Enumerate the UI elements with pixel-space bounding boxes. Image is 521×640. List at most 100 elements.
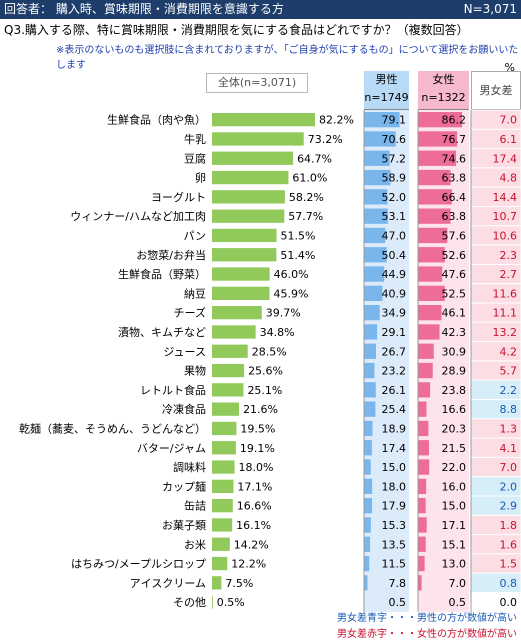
category-label: 調味料 <box>173 460 206 474</box>
male-value-label: 34.9 <box>382 307 407 320</box>
male-value-label: 57.2 <box>382 152 407 165</box>
male-bar <box>364 517 371 532</box>
total-bar <box>212 383 243 396</box>
category-label: 卵 <box>195 172 206 185</box>
male-value-label: 53.1 <box>382 210 407 223</box>
male-value-label: 23.2 <box>382 365 407 378</box>
female-bar <box>418 305 442 320</box>
male-value-label: 11.5 <box>382 558 407 571</box>
total-value-label: 64.7% <box>297 152 332 165</box>
diff-value-label: 11.6 <box>493 287 518 300</box>
female-value-label: 16.0 <box>442 480 467 493</box>
male-bar <box>364 556 369 571</box>
category-label: 漬物、キムチなど <box>118 325 206 339</box>
male-column-bg <box>364 110 409 612</box>
female-bar <box>418 479 426 494</box>
diff-value-label: 4.8 <box>500 172 518 185</box>
category-label: 生鮮食品（野菜） <box>118 267 206 281</box>
category-label: はちみつ/メープルシロップ <box>71 558 206 571</box>
diff-value-label: 17.4 <box>493 152 518 165</box>
total-value-label: 58.2% <box>289 191 324 204</box>
male-value-label: 50.4 <box>382 249 407 262</box>
category-label: 冷凍食品 <box>162 402 206 416</box>
category-label: 牛乳 <box>184 132 206 146</box>
diff-value-label: 10.6 <box>493 229 518 242</box>
female-column-bg <box>418 110 469 612</box>
female-bar <box>418 421 428 436</box>
male-bar <box>364 459 371 474</box>
female-value-label: 30.9 <box>442 345 467 358</box>
female-value-label: 20.3 <box>442 422 467 435</box>
total-value-label: 19.1% <box>240 442 275 455</box>
total-bar <box>212 132 304 145</box>
male-value-label: 44.9 <box>382 268 407 281</box>
total-value-label: 16.1% <box>236 519 271 532</box>
diff-value-label: 0.0 <box>500 596 518 609</box>
total-bar <box>212 596 213 609</box>
total-value-label: 51.4% <box>280 249 315 262</box>
diff-value-label: 10.7 <box>493 210 518 223</box>
total-value-label: 46.0% <box>274 268 309 281</box>
total-bar <box>212 441 236 454</box>
male-bar <box>364 344 376 359</box>
male-value-label: 7.8 <box>389 577 407 590</box>
male-value-label: 0.5 <box>389 596 407 609</box>
total-value-label: 16.6% <box>237 500 272 513</box>
female-value-label: 42.3 <box>442 326 467 339</box>
male-value-label: 47.0 <box>382 229 407 242</box>
male-bar <box>364 402 375 417</box>
total-bar <box>212 422 236 435</box>
diff-value-label: 1.6 <box>500 538 518 551</box>
female-bar <box>418 498 426 513</box>
category-label: 生鮮食品（肉や魚） <box>107 113 206 127</box>
male-value-label: 17.4 <box>382 442 407 455</box>
diff-value-label: 7.0 <box>500 114 518 127</box>
total-value-label: 57.7% <box>288 210 323 223</box>
total-value-label: 25.6% <box>248 365 283 378</box>
diff-value-label: 7.0 <box>500 461 518 474</box>
total-bar <box>212 190 285 203</box>
diff-value-label: 11.1 <box>493 307 518 320</box>
female-bar <box>418 440 429 455</box>
female-bar <box>418 344 434 359</box>
female-value-label: 52.5 <box>442 287 467 300</box>
category-label: その他 <box>173 596 206 609</box>
total-bar <box>212 152 293 165</box>
female-value-label: 52.6 <box>442 249 467 262</box>
diff-value-label: 1.3 <box>500 422 518 435</box>
male-bar <box>364 498 372 513</box>
male-value-label: 58.9 <box>382 172 407 185</box>
total-value-label: 51.5% <box>281 229 316 242</box>
diff-value-label: 2.2 <box>500 384 518 397</box>
male-bar <box>364 575 368 590</box>
total-bar <box>212 306 262 319</box>
male-bar <box>364 305 380 320</box>
category-label: ウィンナー/ハムなど加工肉 <box>70 210 206 223</box>
male-bar <box>364 440 372 455</box>
total-value-label: 0.5% <box>217 596 245 609</box>
female-bar <box>418 266 442 281</box>
diff-value-label: 2.9 <box>500 500 518 513</box>
male-value-label: 18.0 <box>382 480 407 493</box>
total-value-label: 34.8% <box>260 326 295 339</box>
male-bar <box>364 479 372 494</box>
female-bar <box>418 459 429 474</box>
total-value-label: 25.1% <box>247 384 282 397</box>
female-bar <box>418 363 433 378</box>
total-bar <box>212 403 239 416</box>
male-bar <box>364 421 373 436</box>
total-bar <box>212 229 277 242</box>
total-value-label: 14.2% <box>234 538 269 551</box>
female-value-label: 66.4 <box>442 191 467 204</box>
diff-value-label: 1.5 <box>500 558 518 571</box>
diff-value-label: 2.0 <box>500 480 518 493</box>
female-bar <box>418 402 426 417</box>
category-label: ヨーグルト <box>151 190 206 204</box>
female-value-label: 7.0 <box>449 577 467 590</box>
total-bar <box>212 518 232 531</box>
female-value-label: 28.9 <box>442 365 467 378</box>
diff-value-label: 6.1 <box>500 133 518 146</box>
diff-value-label: 1.8 <box>500 519 518 532</box>
total-bar <box>212 248 276 261</box>
female-value-label: 17.1 <box>442 519 467 532</box>
